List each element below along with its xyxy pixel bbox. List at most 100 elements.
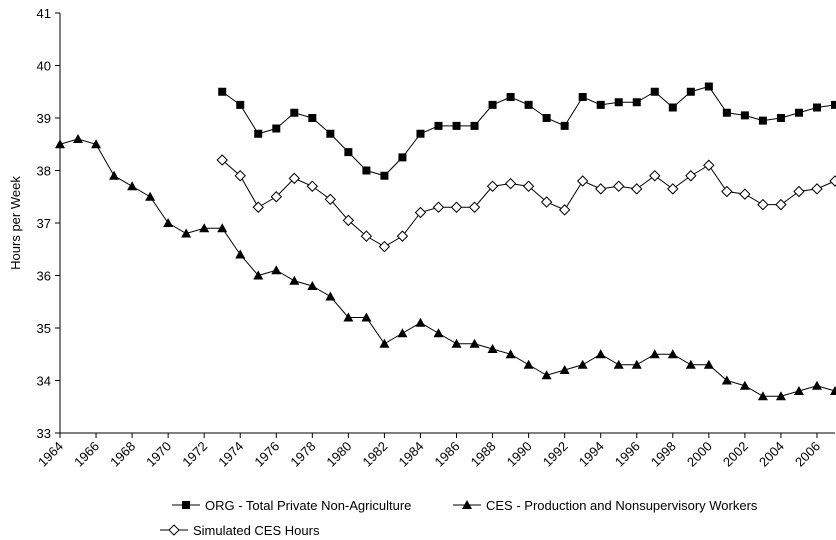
data-point <box>831 100 836 109</box>
data-point <box>452 121 461 130</box>
data-point <box>704 82 713 91</box>
data-point <box>757 391 768 401</box>
data-point <box>432 201 445 213</box>
data-point <box>308 114 317 122</box>
data-point <box>181 228 192 238</box>
data-point <box>793 185 805 198</box>
x-tick-label: 1982 <box>359 439 390 470</box>
data-point <box>451 338 462 348</box>
data-point <box>326 129 335 138</box>
data-point <box>127 181 138 191</box>
data-point <box>290 108 299 117</box>
legend-marker <box>182 501 190 509</box>
data-point <box>271 265 282 275</box>
data-point <box>667 183 679 195</box>
data-point <box>668 103 677 112</box>
data-point <box>487 344 498 353</box>
data-point <box>379 338 390 348</box>
legend-label: ORG - Total Private Non-Agriculture <box>205 498 411 513</box>
data-point <box>362 166 371 175</box>
data-point <box>450 201 463 213</box>
data-point <box>739 380 750 390</box>
data-point <box>559 365 570 374</box>
x-tick-label: 1972 <box>179 439 210 470</box>
data-point <box>594 183 607 195</box>
data-point <box>685 170 697 182</box>
data-point <box>145 191 156 201</box>
data-point <box>721 375 732 385</box>
data-point <box>199 223 210 233</box>
data-point <box>650 87 659 96</box>
data-point <box>793 386 804 395</box>
data-point <box>433 328 444 338</box>
y-axis-label: Hours per Week <box>8 176 23 270</box>
x-tick-label: 1986 <box>432 439 463 470</box>
data-point <box>253 270 264 280</box>
x-tick-label: 1992 <box>540 439 571 470</box>
y-tick-label: 39 <box>37 111 51 126</box>
data-point <box>236 100 245 109</box>
data-point <box>523 359 534 369</box>
data-point <box>415 317 426 327</box>
data-point <box>613 359 624 369</box>
data-point <box>504 177 517 190</box>
data-point <box>235 249 246 259</box>
data-point <box>434 121 443 130</box>
data-point <box>524 100 533 109</box>
data-point <box>270 191 282 203</box>
data-point <box>632 98 641 107</box>
data-point <box>289 275 300 285</box>
data-point <box>254 129 263 138</box>
data-point <box>252 201 264 213</box>
data-point <box>91 139 102 149</box>
x-tick-label: 1976 <box>251 439 282 470</box>
data-point <box>829 175 836 187</box>
data-point <box>216 154 228 166</box>
x-tick-label: 1978 <box>287 439 318 470</box>
data-point <box>576 175 589 187</box>
y-tick-label: 37 <box>37 216 51 231</box>
x-tick-label: 2000 <box>684 439 715 470</box>
data-point <box>396 230 409 242</box>
data-point <box>55 139 65 149</box>
data-point <box>560 121 569 130</box>
data-point <box>470 121 479 130</box>
data-point <box>830 386 836 395</box>
x-tick-label: 1994 <box>576 439 607 470</box>
data-point <box>703 159 715 171</box>
data-point <box>307 281 318 290</box>
data-point <box>614 98 623 107</box>
y-tick-label: 36 <box>37 269 51 284</box>
x-tick-label: 1990 <box>504 439 535 470</box>
x-tick-label: 1988 <box>468 439 499 470</box>
data-point <box>325 291 336 301</box>
data-point <box>163 218 174 227</box>
data-point <box>577 359 588 369</box>
x-tick-label: 2006 <box>792 439 823 470</box>
data-point <box>397 328 408 338</box>
series-line <box>221 85 836 177</box>
data-point <box>217 223 228 233</box>
y-tick-label: 33 <box>37 426 51 441</box>
data-point <box>703 359 714 369</box>
data-point <box>686 87 695 96</box>
data-point <box>649 170 661 182</box>
x-tick-label: 2004 <box>756 439 787 470</box>
data-point <box>360 230 373 242</box>
data-point <box>218 87 227 96</box>
data-point <box>578 93 587 101</box>
legend-label: CES - Production and Nonsupervisory Work… <box>486 498 758 513</box>
series-line <box>59 138 836 397</box>
data-point <box>272 124 281 133</box>
x-tick-label: 1974 <box>215 439 246 470</box>
data-point <box>324 193 337 206</box>
data-point <box>234 170 246 182</box>
data-point <box>486 180 499 192</box>
data-point <box>540 196 553 208</box>
data-point <box>380 171 389 180</box>
data-point <box>631 359 642 369</box>
data-point <box>775 198 787 211</box>
x-tick-label: 1966 <box>71 439 102 470</box>
data-point <box>542 114 551 122</box>
